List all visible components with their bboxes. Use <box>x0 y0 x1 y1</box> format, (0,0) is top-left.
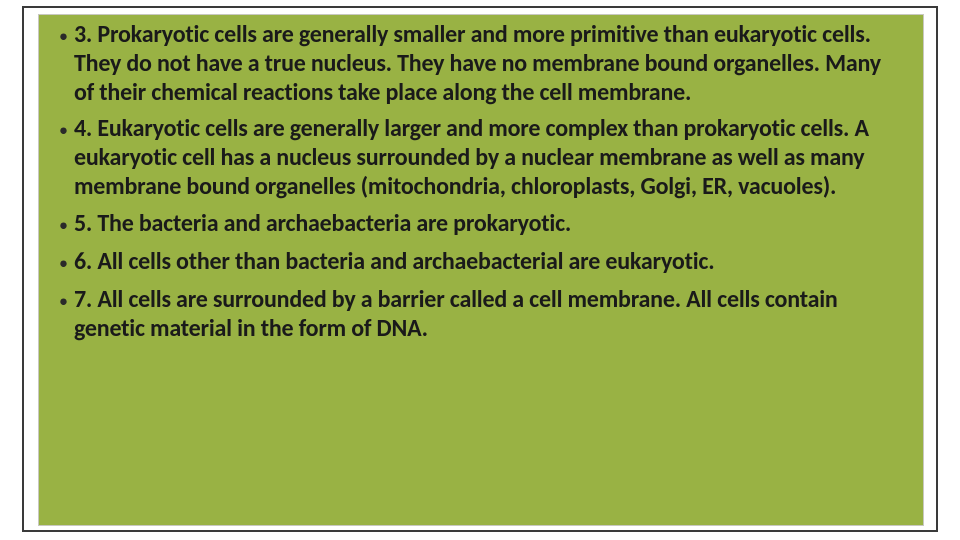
list-item: • 7. All cells are surrounded by a barri… <box>59 286 895 344</box>
list-item: • 6. All cells other than bacteria and a… <box>59 248 895 278</box>
list-item: • 5. The bacteria and archaebacteria are… <box>59 210 895 240</box>
content-panel: • 3. Prokaryotic cells are generally sma… <box>38 14 924 526</box>
bullet-text: 4. Eukaryotic cells are generally larger… <box>74 115 895 201</box>
bullet-icon: • <box>59 210 68 240</box>
bullet-icon: • <box>59 286 68 316</box>
bullet-icon: • <box>59 21 68 51</box>
bullet-icon: • <box>59 115 68 145</box>
bullet-text: 3. Prokaryotic cells are generally small… <box>74 21 895 107</box>
bullet-text: 5. The bacteria and archaebacteria are p… <box>74 210 571 239</box>
bullet-icon: • <box>59 248 68 278</box>
list-item: • 4. Eukaryotic cells are generally larg… <box>59 115 895 201</box>
bullet-text: 7. All cells are surrounded by a barrier… <box>74 286 895 344</box>
bullet-text: 6. All cells other than bacteria and arc… <box>74 248 715 277</box>
list-item: • 3. Prokaryotic cells are generally sma… <box>59 21 895 107</box>
slide-frame: • 3. Prokaryotic cells are generally sma… <box>22 6 938 532</box>
